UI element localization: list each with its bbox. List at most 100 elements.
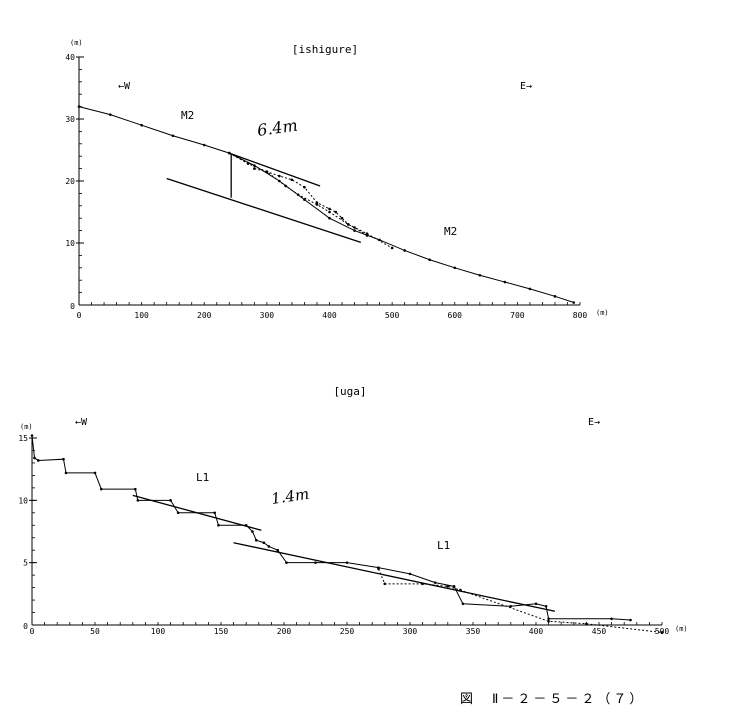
profile-point [296,193,300,196]
profile-point [547,619,550,623]
chart-title-ishigure: [ishigure] [292,43,358,56]
x-tick-label: 150 [214,627,229,636]
uga-chart: [uga] (m) (m) ←W E→ L1 L1 1.4m 0 50 100 150… [18,385,687,636]
offset-annotation-6-4m: 6.4m [256,115,299,139]
x-tick-label: 200 [197,311,212,320]
y-tick-label: 5 [23,559,28,568]
profile-point [285,561,288,564]
profile-point [629,618,632,622]
direction-west: ←W [75,417,88,428]
profile-point [660,631,664,634]
profile-point [365,234,369,237]
y-tick-label: 40 [65,53,75,62]
profile-point [334,210,338,214]
y-unit-label: (m) [70,39,83,47]
profile-point [251,530,254,533]
profile-point [93,471,97,475]
profile-point [303,198,306,201]
profile-point [340,216,344,220]
y-tick-label: 10 [18,496,28,505]
unit-label-m2-right: M2 [444,225,457,238]
offset-annotation-1-4m: 1.4m [270,485,310,508]
profile-point [345,561,349,564]
profile-point [383,582,387,586]
profile-point [503,280,507,284]
profile-point [453,266,457,270]
y-tick-label: 0 [23,622,28,631]
profile-point [403,249,406,252]
x-unit-label: (m) [596,309,609,317]
profile-point [585,622,588,626]
profile-point [553,295,557,298]
x-unit-label: (m) [675,625,688,633]
interpretation-line [166,177,362,243]
x-tick-label: 500 [385,311,400,320]
profile-point [100,487,103,491]
interpretation-line [229,152,321,187]
x-tick-label: 50 [90,627,100,636]
x-tick-label: 450 [592,627,607,636]
profile-point [140,123,143,127]
profile-point [262,541,266,545]
profile-point [328,207,331,211]
x-tick-label: 400 [529,627,544,636]
ishigure-chart: [ishigure] (m) (m) ←W E→ M2 M2 6.4m 0 100… [65,39,608,320]
profile-series-line [78,106,574,303]
x-tick-label: 300 [403,627,418,636]
unit-label-m2-left: M2 [181,109,194,122]
chart-title-uga: [uga] [333,385,366,398]
profile-point [377,567,380,571]
profile-point [213,511,216,515]
y-unit-label: (m) [20,423,33,431]
profile-point [246,162,250,165]
profile-point [547,617,550,621]
profile-point [254,538,258,542]
profile-point [353,229,356,232]
profile-point [461,602,465,606]
profile-point [365,232,369,235]
profile-point [509,605,513,608]
profile-series-line [229,152,393,249]
profile-point [452,585,456,588]
profile-point [315,203,319,206]
profile-point [315,201,319,204]
profile-point [169,499,172,502]
x-tick-label: 400 [322,311,337,320]
x-tick-label: 800 [573,311,588,320]
y-tick-label: 15 [18,434,28,443]
unit-label-l1-left: L1 [196,471,209,484]
x-tick-label: 100 [151,627,166,636]
y-tick-label: 10 [65,239,75,248]
profile-point [290,178,294,182]
profile-point [30,434,34,437]
interpretation-line [233,542,556,612]
y-tick-label: 0 [70,302,75,311]
profile-point [314,561,317,564]
figure-caption: 図 Ⅱ－２－５－２（７） [460,692,646,707]
profile-point [390,246,394,250]
profile-point [408,572,412,576]
profile-point [346,223,350,226]
profile-point [37,459,40,462]
profile-point [64,471,68,475]
x-tick-label: 700 [510,311,525,320]
x-tick-label: 250 [340,627,355,636]
profile-point [202,143,206,147]
profile-point [610,617,613,621]
y-tick-label: 20 [65,177,75,186]
profile-point [62,457,65,461]
x-tick-label: 100 [134,311,149,320]
direction-east: E→ [520,81,532,92]
profile-point [77,105,81,108]
profile-point [176,511,180,515]
y-tick-label: 30 [65,115,75,124]
profile-point [278,174,281,178]
x-tick-label: 200 [277,627,292,636]
profile-point [328,210,331,214]
x-tick-label: 300 [260,311,275,320]
x-tick-label: 350 [466,627,481,636]
profile-point [253,167,256,170]
profile-point [528,287,532,291]
profile-point [303,185,306,189]
